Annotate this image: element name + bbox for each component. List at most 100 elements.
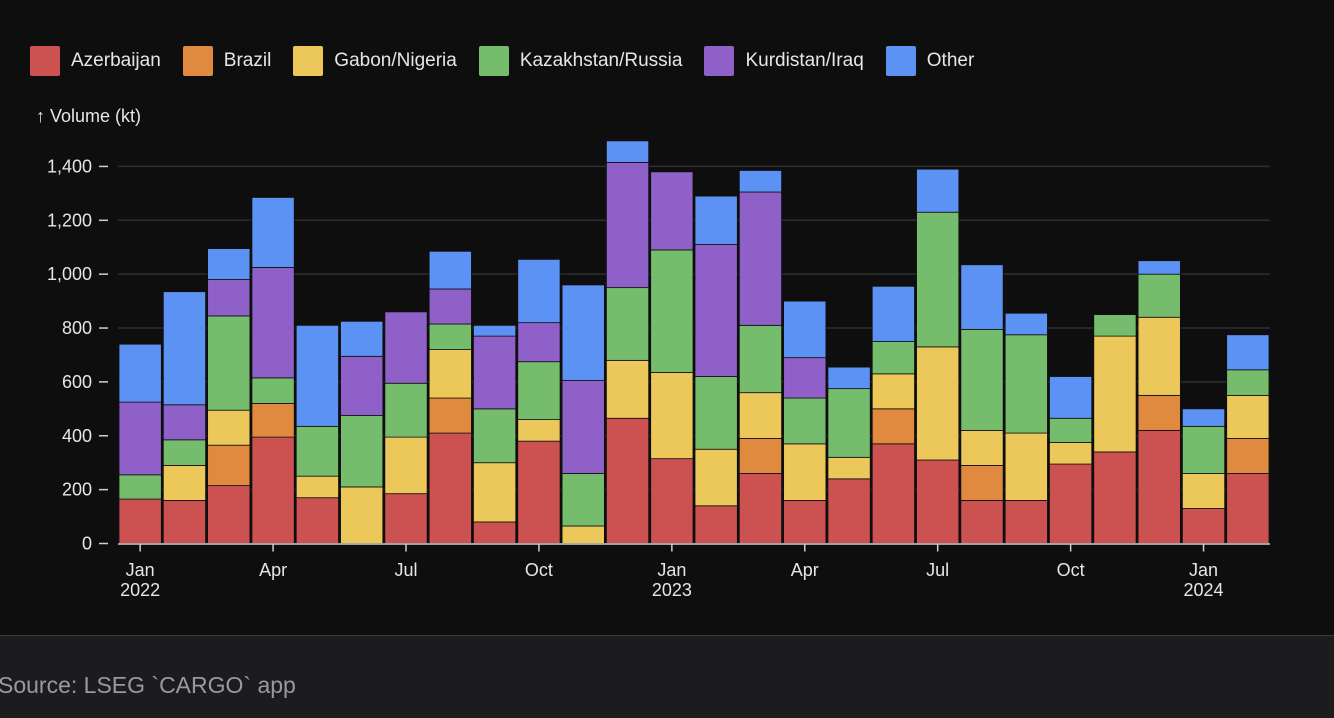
y-axis-label: ↑ Volume (kt) (36, 106, 142, 126)
bar-segment (783, 397, 827, 445)
bar-segment (871, 443, 915, 544)
bar-segment (694, 448, 738, 507)
x-tick-label: Jul (394, 560, 417, 580)
bar-segment (473, 408, 517, 464)
bar-segment (295, 497, 339, 544)
bar-segment (916, 168, 960, 213)
bar-segment (1226, 438, 1270, 474)
legend-swatch (182, 46, 213, 76)
bar-segment (1004, 500, 1048, 544)
bar-segment (738, 324, 783, 394)
bar-segment (428, 250, 472, 290)
bar-segment (694, 244, 738, 377)
bar-segment (605, 417, 650, 544)
bar-segment (1137, 394, 1181, 431)
x-tick-label: Apr (791, 560, 819, 580)
bar-segment (960, 264, 1004, 330)
bar-segment (1049, 463, 1093, 544)
legend-item-kazakhstan-russia[interactable]: Kazakhstan/Russia (478, 46, 682, 76)
bar-segment (561, 525, 605, 544)
legend-swatch (478, 46, 509, 76)
bar-segment (783, 357, 827, 399)
x-tick-label-year: 2023 (652, 580, 692, 600)
legend-swatch (30, 46, 60, 76)
bar-segment (738, 191, 783, 326)
bar-segment (960, 429, 1004, 466)
legend-item-other[interactable]: Other (885, 46, 975, 76)
x-tick-label: Apr (259, 560, 287, 580)
bar-segment (118, 498, 162, 544)
x-tick-label-year: 2022 (120, 580, 160, 600)
bar-segment (871, 408, 915, 445)
y-tick-label: 1,400 (47, 156, 92, 176)
bar-segment (738, 438, 783, 474)
y-tick-label: 200 (62, 480, 92, 500)
legend-label: Kurdistan/Iraq (745, 50, 864, 71)
bar-segment (473, 462, 517, 523)
bar-segment (207, 279, 251, 317)
bar-segment (1226, 394, 1270, 439)
bar-segment (428, 397, 472, 434)
bar-segment (207, 444, 251, 486)
bar-segment (473, 521, 517, 544)
bar-segment (207, 248, 251, 280)
bar-segment (694, 195, 738, 245)
y-tick-label: 0 (82, 534, 92, 554)
bar-segment (960, 500, 1004, 544)
bar-segment (650, 249, 694, 373)
y-tick-label: 400 (62, 426, 92, 446)
bar-segment (1181, 473, 1226, 509)
bar-segment (650, 171, 694, 251)
bar-segment (1226, 334, 1270, 371)
bar-segment (1137, 260, 1181, 275)
bar-segment (694, 376, 738, 450)
bar-segment (162, 439, 207, 466)
bar-segment (1049, 417, 1093, 443)
bar-segment (605, 287, 650, 361)
bar-segment (517, 361, 561, 421)
legend-item-brazil[interactable]: Brazil (182, 46, 271, 76)
bar-segment (384, 382, 428, 438)
bar-segment (251, 267, 295, 379)
bar-segment (916, 459, 960, 544)
bar-segment (384, 436, 428, 495)
bar-segment (827, 366, 871, 390)
x-tick-label-year: 2024 (1184, 580, 1224, 600)
x-tick-label: Jul (926, 560, 949, 580)
bar-segment (871, 341, 915, 375)
bar-segment (1137, 429, 1181, 544)
legend-item-kurdistan-iraq[interactable]: Kurdistan/Iraq (704, 46, 864, 76)
bar-segment (295, 475, 339, 499)
bar-segment (605, 359, 650, 419)
legend-label: Other (926, 50, 975, 71)
bar-segment (1181, 408, 1226, 427)
bar-segment (162, 464, 207, 501)
bar-segment (650, 372, 694, 460)
bar-segment (738, 473, 783, 544)
bar-segment (871, 373, 915, 410)
x-tick-label: Jan (126, 560, 155, 580)
bar-segment (1226, 473, 1270, 544)
legend-swatch (293, 46, 324, 76)
bar-segment (295, 324, 339, 427)
legend-label: Gabon/Nigeria (334, 50, 457, 71)
bar-segment (251, 436, 295, 544)
bar-segment (340, 320, 384, 357)
bar-segment (517, 419, 561, 442)
bar-segment (1226, 369, 1270, 396)
legend-item-gabon-nigeria[interactable]: Gabon/Nigeria (293, 46, 457, 76)
bar-segment (605, 140, 650, 163)
bar-segment (1181, 425, 1226, 474)
legend-label: Azerbaijan (71, 50, 161, 71)
source-caption: Source: LSEG `CARGO` app (0, 672, 296, 698)
bar-segment (207, 485, 251, 544)
bar-segment (916, 211, 960, 348)
bar-segment (162, 291, 207, 406)
legend-item-azerbaijan[interactable]: Azerbaijan (30, 46, 161, 76)
bar-segment (384, 311, 428, 384)
bar-segment (517, 258, 561, 324)
bar-segment (738, 170, 783, 193)
bar-segment (561, 284, 605, 381)
